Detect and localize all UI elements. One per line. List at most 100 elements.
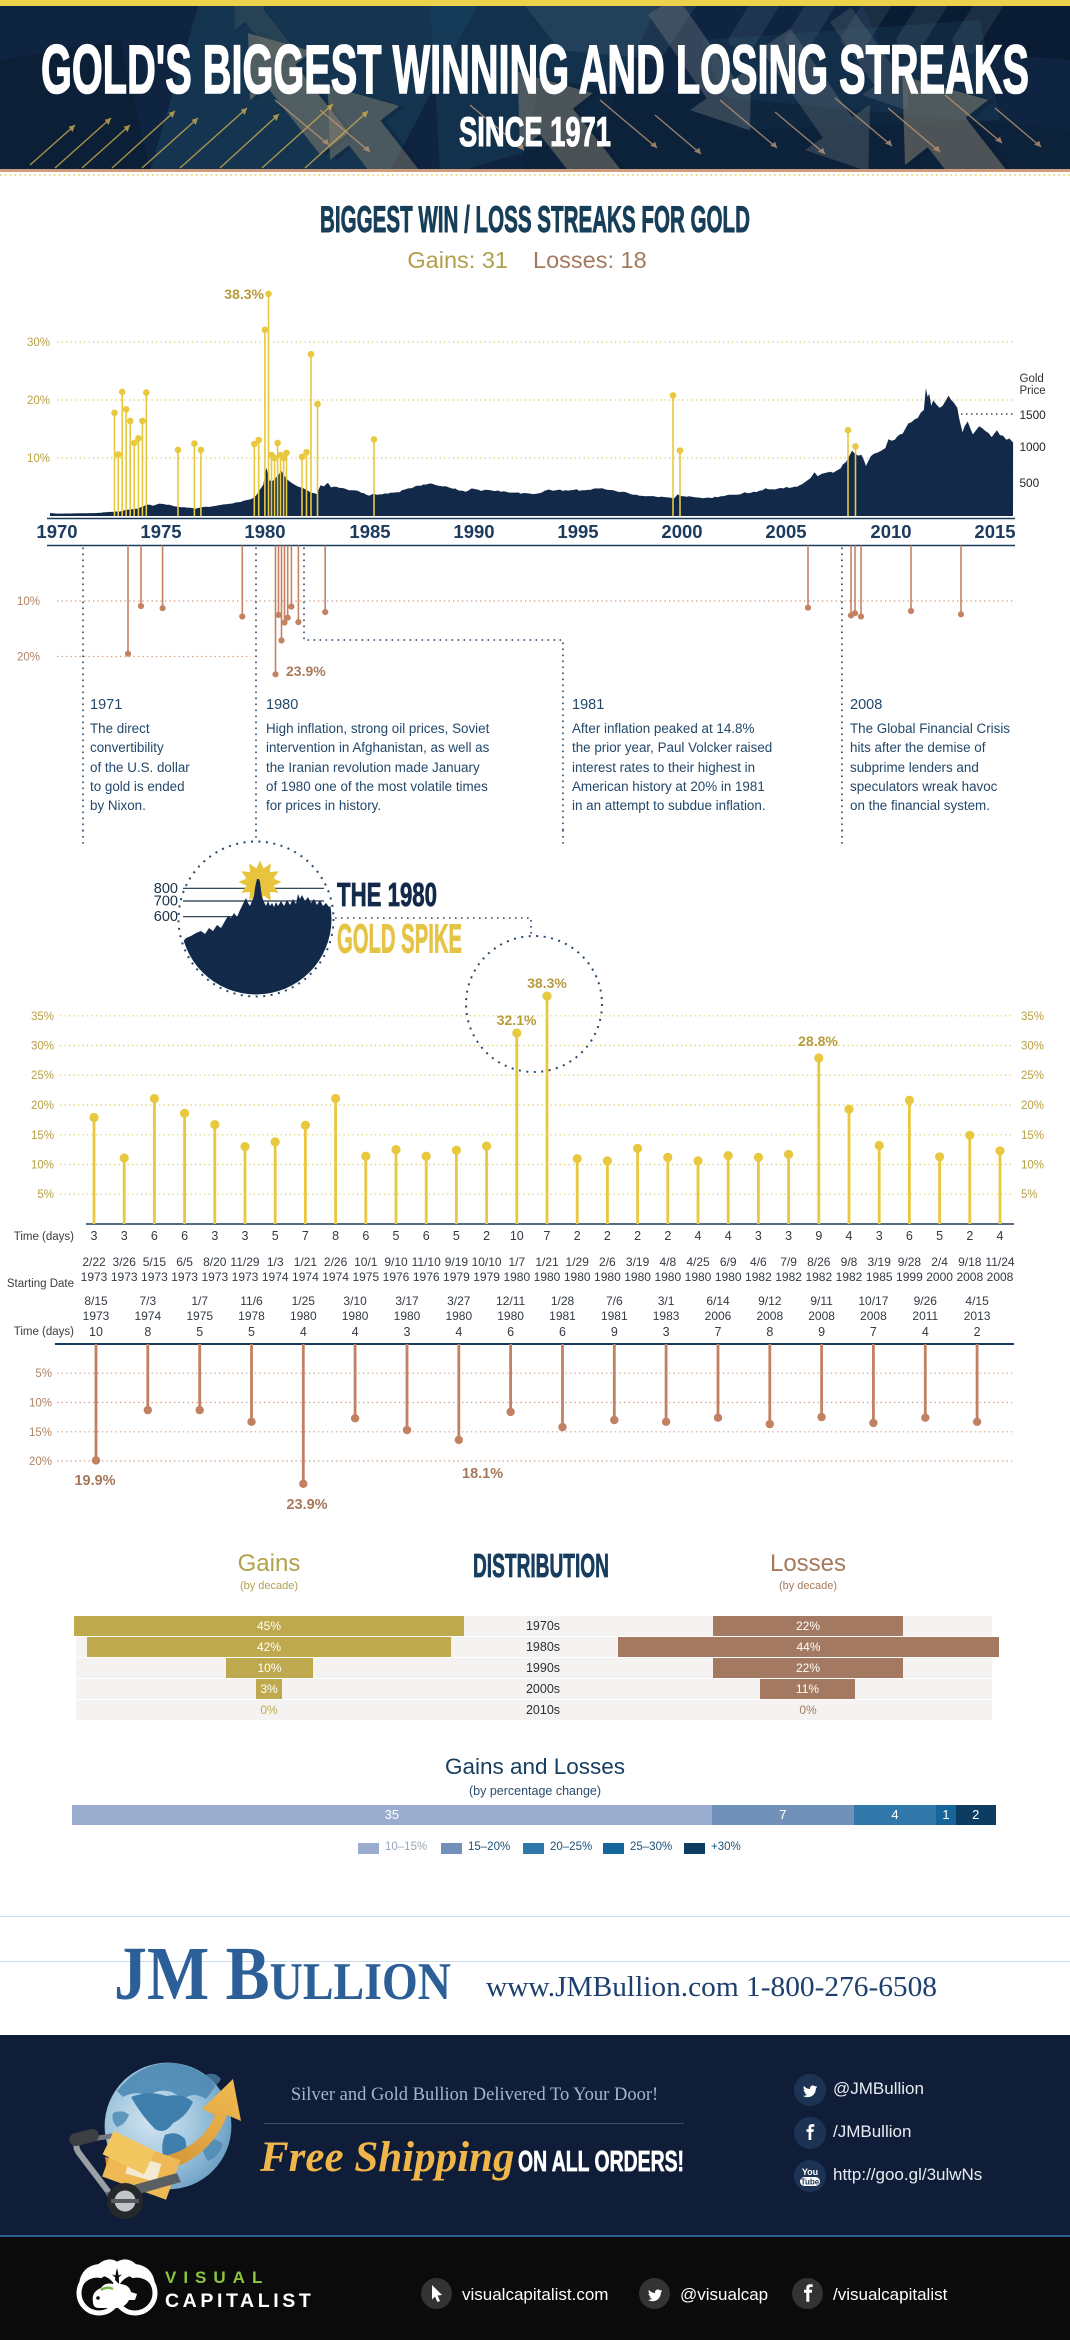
svg-text:23.9%: 23.9% — [286, 1497, 327, 1513]
svg-text:5%: 5% — [35, 1368, 52, 1380]
svg-text:3: 3 — [211, 1229, 218, 1243]
svg-text:15%: 15% — [31, 1130, 54, 1142]
svg-text:12/11: 12/11 — [496, 1294, 525, 1308]
svg-text:5/15: 5/15 — [143, 1255, 167, 1269]
svg-text:1976: 1976 — [383, 1270, 410, 1284]
svg-text:2008: 2008 — [860, 1309, 887, 1323]
svg-text:3: 3 — [91, 1229, 98, 1243]
svg-text:5%: 5% — [1021, 1189, 1038, 1201]
svg-text:600: 600 — [154, 909, 178, 925]
svg-text:1980: 1980 — [394, 1309, 421, 1323]
svg-text:1985: 1985 — [866, 1270, 893, 1284]
svg-text:3: 3 — [121, 1229, 128, 1243]
svg-text:1982: 1982 — [775, 1270, 802, 1284]
svg-text:Tube: Tube — [801, 2178, 820, 2187]
svg-text:20%: 20% — [29, 1456, 52, 1468]
svg-text:CAPITALIST: CAPITALIST — [165, 2290, 314, 2312]
svg-text:1980: 1980 — [244, 521, 285, 542]
svg-text:4: 4 — [300, 1325, 307, 1339]
svg-text:2008: 2008 — [808, 1309, 835, 1323]
svg-text:7: 7 — [544, 1229, 551, 1243]
svg-text:www.JMBullion.com 1-800-276-6: www.JMBullion.com 1-800-276-6508 — [486, 1971, 937, 2003]
svg-text:25%: 25% — [31, 1070, 54, 1082]
svg-text:1/28: 1/28 — [551, 1294, 575, 1308]
svg-text:2008: 2008 — [756, 1309, 783, 1323]
svg-text:5: 5 — [936, 1229, 943, 1243]
svg-text:2: 2 — [574, 1229, 581, 1243]
svg-text:38.3%: 38.3% — [527, 975, 567, 991]
svg-text:6/14: 6/14 — [706, 1294, 730, 1308]
svg-text:1975: 1975 — [186, 1309, 213, 1323]
svg-text:1973: 1973 — [83, 1309, 110, 1323]
svg-text:1980: 1980 — [534, 1270, 561, 1284]
svg-text:28.8%: 28.8% — [798, 1033, 838, 1049]
svg-text:9/10: 9/10 — [384, 1255, 408, 1269]
svg-text:4: 4 — [922, 1325, 929, 1339]
svg-text:1980: 1980 — [342, 1309, 369, 1323]
svg-text:4: 4 — [695, 1229, 702, 1243]
svg-text:3: 3 — [663, 1325, 670, 1339]
svg-text:3/19: 3/19 — [626, 1255, 650, 1269]
svg-text:Gains: 31: Gains: 31 — [407, 247, 508, 273]
svg-text:1981: 1981 — [549, 1309, 576, 1323]
svg-text:9/19: 9/19 — [445, 1255, 469, 1269]
svg-text:10/10: 10/10 — [472, 1255, 502, 1269]
svg-text:1975: 1975 — [140, 521, 181, 542]
svg-text:1980: 1980 — [564, 1270, 591, 1284]
svg-text:1980: 1980 — [503, 1270, 530, 1284]
svg-text:1/29: 1/29 — [566, 1255, 590, 1269]
svg-text:1/25: 1/25 — [292, 1294, 316, 1308]
svg-text:11/10: 11/10 — [412, 1255, 441, 1269]
svg-text:1/7: 1/7 — [508, 1255, 525, 1269]
svg-text:10%: 10% — [17, 596, 40, 608]
svg-text:1980: 1980 — [497, 1309, 524, 1323]
svg-text:7: 7 — [302, 1229, 309, 1243]
svg-text:20%: 20% — [31, 1100, 54, 1112]
svg-text:11/6: 11/6 — [240, 1294, 263, 1308]
svg-text:GOLD SPIKE: GOLD SPIKE — [337, 916, 462, 962]
svg-text:700: 700 — [154, 894, 178, 910]
svg-text:1973: 1973 — [171, 1270, 198, 1284]
svg-text:3/10: 3/10 — [343, 1294, 367, 1308]
svg-text:10: 10 — [510, 1229, 524, 1243]
svg-text:6: 6 — [906, 1229, 913, 1243]
svg-text:1974: 1974 — [134, 1309, 161, 1323]
svg-text:6: 6 — [423, 1229, 430, 1243]
svg-text:10/1: 10/1 — [354, 1255, 378, 1269]
svg-text:3/17: 3/17 — [395, 1294, 419, 1308]
svg-text:20%: 20% — [17, 652, 40, 664]
svg-text:20%: 20% — [1021, 1100, 1044, 1112]
svg-text:10%: 10% — [1021, 1160, 1044, 1172]
svg-text:5%: 5% — [37, 1189, 54, 1201]
svg-text:10/17: 10/17 — [858, 1294, 888, 1308]
svg-text:8: 8 — [332, 1229, 339, 1243]
svg-text:8/20: 8/20 — [203, 1255, 227, 1269]
svg-text:1973: 1973 — [111, 1270, 138, 1284]
svg-text:1000: 1000 — [1020, 440, 1047, 454]
svg-text:32.1%: 32.1% — [497, 1012, 537, 1028]
svg-text:1983: 1983 — [653, 1309, 680, 1323]
svg-text:19.9%: 19.9% — [74, 1473, 115, 1489]
svg-text:1970: 1970 — [36, 521, 77, 542]
svg-text:BIGGEST WIN / LOSS STREAKS FOR: BIGGEST WIN / LOSS STREAKS FOR GOLD — [320, 199, 750, 240]
svg-text:1500: 1500 — [1020, 408, 1047, 422]
svg-text:8: 8 — [766, 1325, 773, 1339]
svg-text:2: 2 — [634, 1229, 641, 1243]
svg-text:30%: 30% — [31, 1041, 54, 1053]
svg-text:9: 9 — [818, 1325, 825, 1339]
svg-text:2: 2 — [974, 1325, 981, 1339]
svg-text:30%: 30% — [27, 337, 50, 349]
svg-text:1980: 1980 — [594, 1270, 621, 1284]
svg-text:2: 2 — [604, 1229, 611, 1243]
svg-text:Gold: Gold — [1020, 373, 1044, 385]
svg-text:JM BULLION: JM BULLION — [114, 1940, 451, 2016]
svg-text:3: 3 — [404, 1325, 411, 1339]
svg-text:10%: 10% — [31, 1160, 54, 1172]
svg-text:1973: 1973 — [232, 1270, 259, 1284]
svg-text:6: 6 — [151, 1229, 158, 1243]
svg-text:15%: 15% — [29, 1427, 52, 1439]
svg-text:5: 5 — [196, 1325, 203, 1339]
svg-text:2000: 2000 — [926, 1270, 953, 1284]
svg-text:VISUAL: VISUAL — [165, 2268, 269, 2287]
svg-text:2/4: 2/4 — [931, 1255, 948, 1269]
